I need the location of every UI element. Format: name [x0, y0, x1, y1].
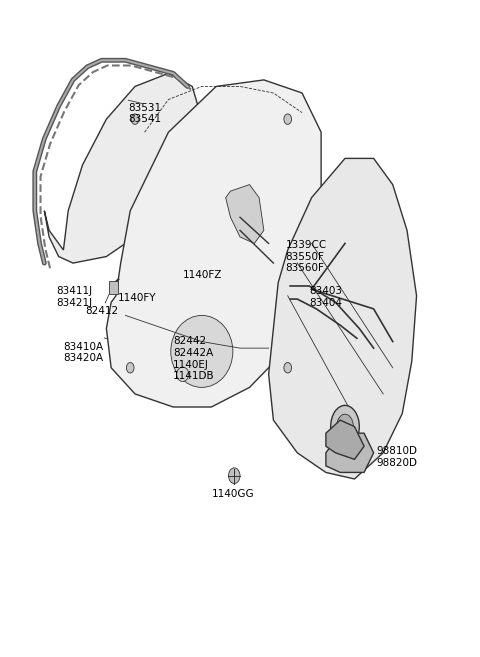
Polygon shape	[44, 74, 202, 263]
Polygon shape	[226, 185, 264, 244]
Bar	[109, 281, 118, 294]
Polygon shape	[107, 80, 321, 407]
Text: 1339CC
83550F
83560F: 1339CC 83550F 83560F	[285, 240, 326, 273]
Ellipse shape	[331, 405, 360, 448]
Text: 82412: 82412	[85, 306, 118, 315]
Text: 83410A
83420A: 83410A 83420A	[63, 342, 104, 363]
Polygon shape	[326, 433, 373, 472]
Circle shape	[131, 114, 139, 124]
Text: 83403
83404: 83403 83404	[309, 286, 342, 307]
Circle shape	[284, 363, 291, 373]
Text: 1140GG: 1140GG	[212, 489, 254, 499]
Text: 82442
82442A
1140EJ
1141DB: 82442 82442A 1140EJ 1141DB	[173, 336, 215, 381]
Polygon shape	[269, 158, 417, 479]
Circle shape	[126, 363, 134, 373]
Text: 1140FZ: 1140FZ	[183, 269, 222, 280]
Circle shape	[228, 468, 240, 484]
Polygon shape	[326, 420, 364, 459]
Ellipse shape	[177, 367, 189, 382]
Text: 98810D
98820D: 98810D 98820D	[376, 446, 417, 468]
Circle shape	[284, 114, 291, 124]
Ellipse shape	[171, 315, 233, 388]
Text: 83531
83541: 83531 83541	[128, 102, 161, 124]
Ellipse shape	[336, 414, 353, 439]
Text: 83411J
83421J: 83411J 83421J	[56, 286, 92, 307]
Text: 1140FY: 1140FY	[118, 292, 157, 302]
